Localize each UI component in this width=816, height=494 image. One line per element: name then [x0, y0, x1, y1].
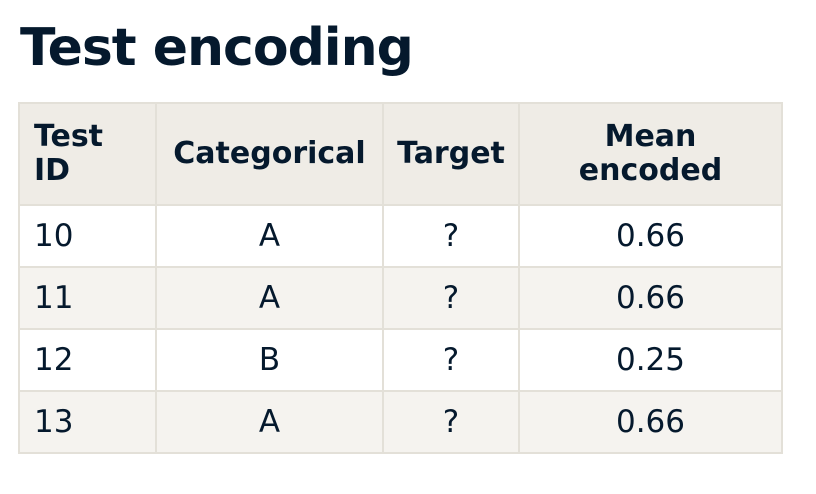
- table-row: 13 A ? 0.66: [18, 390, 783, 454]
- header-mean-encoded: Mean encoded: [518, 102, 783, 206]
- page-title: Test encoding: [20, 18, 414, 78]
- cell-target: ?: [382, 390, 520, 454]
- cell-target: ?: [382, 204, 520, 268]
- cell-test-id: 13: [18, 390, 157, 454]
- cell-categorical: A: [155, 390, 384, 454]
- header-categorical: Categorical: [155, 102, 384, 206]
- cell-mean-encoded: 0.66: [518, 266, 783, 330]
- cell-target: ?: [382, 328, 520, 392]
- cell-categorical: B: [155, 328, 384, 392]
- cell-mean-encoded: 0.66: [518, 390, 783, 454]
- cell-categorical: A: [155, 266, 384, 330]
- header-mean-encoded-line1: Mean: [604, 119, 697, 154]
- cell-test-id: 11: [18, 266, 157, 330]
- header-test-id-line2: ID: [34, 153, 71, 188]
- header-target: Target: [382, 102, 520, 206]
- table-row: 12 B ? 0.25: [18, 328, 783, 392]
- table-row: 11 A ? 0.66: [18, 266, 783, 330]
- header-test-id-line1: Test: [34, 119, 104, 154]
- header-test-id: Test ID: [18, 102, 157, 206]
- cell-mean-encoded: 0.66: [518, 204, 783, 268]
- encoding-table: Test ID Categorical Target Mean encoded …: [18, 102, 783, 454]
- header-mean-encoded-line2: encoded: [578, 153, 723, 188]
- cell-test-id: 10: [18, 204, 157, 268]
- table-header-row: Test ID Categorical Target Mean encoded: [18, 102, 783, 206]
- cell-mean-encoded: 0.25: [518, 328, 783, 392]
- cell-test-id: 12: [18, 328, 157, 392]
- cell-categorical: A: [155, 204, 384, 268]
- table-row: 10 A ? 0.66: [18, 204, 783, 268]
- cell-target: ?: [382, 266, 520, 330]
